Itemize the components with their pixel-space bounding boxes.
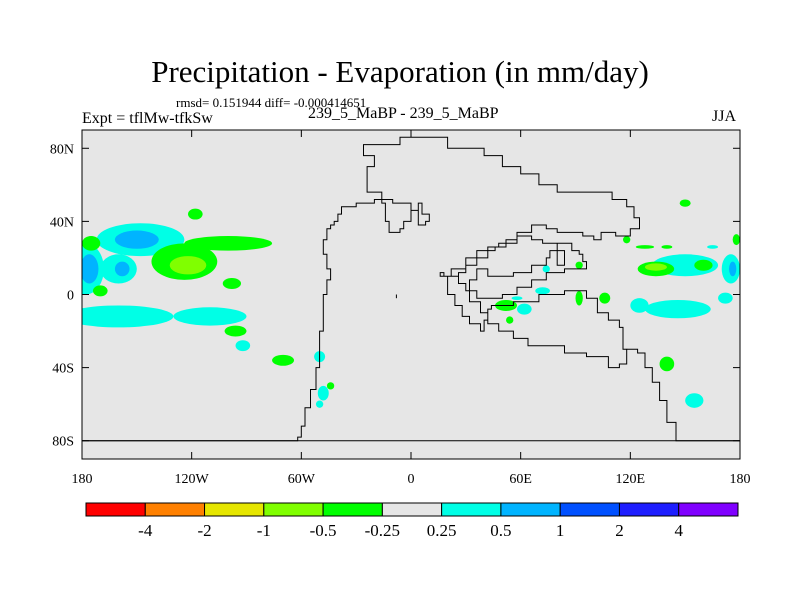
x-tick-label-0: 180	[72, 472, 93, 487]
anomaly-patch-18	[235, 340, 251, 352]
colorbar-swatch-8	[559, 502, 620, 517]
axis-layer: 180 120W 60W 0 60E 120E 180 80S 40S 0 40N 80N	[50, 130, 751, 487]
anomaly-patch-37	[599, 292, 611, 304]
anomaly-patch-27	[575, 290, 583, 306]
plot-background	[82, 130, 740, 459]
anomaly-patch-48	[732, 234, 740, 246]
colorbar-swatch-4	[322, 502, 383, 517]
colorbar-label-9: 4	[674, 521, 683, 540]
anomaly-patch-3	[82, 254, 99, 284]
experiment-label: Expt = tflMw-tfkSw	[82, 110, 213, 127]
season-label: JJA	[712, 108, 737, 125]
y-tick-label-2: 0	[67, 289, 74, 304]
anomaly-patch-8	[184, 236, 273, 251]
anomaly-patch-22	[326, 382, 335, 390]
colorbar-label-1: -2	[197, 521, 211, 540]
anomaly-patch-35	[644, 299, 711, 319]
anomaly-patch-26	[506, 316, 514, 324]
anomaly-patch-14	[173, 307, 247, 326]
anomaly-patch-33	[729, 261, 737, 277]
colorbar: -4 -2 -1 -0.5 -0.25 0.25 0.5 1 2 4	[85, 502, 739, 540]
x-tick-label-3: 0	[408, 472, 415, 487]
anomaly-patch-9	[82, 236, 101, 251]
colorbar-swatch-9	[618, 502, 680, 517]
anomaly-layer	[82, 199, 740, 408]
coastline-0	[82, 136, 640, 442]
coastline-layer	[82, 136, 740, 442]
anomaly-patch-45	[661, 245, 673, 249]
x-tick-label-1: 120W	[175, 472, 210, 487]
anomaly-patch-20	[317, 385, 329, 401]
colorbar-label-6: 0.5	[490, 521, 511, 540]
anomaly-patch-31	[644, 263, 667, 271]
anomaly-patch-36	[630, 298, 649, 313]
chart-title: Precipitation - Evaporation (in mm/day)	[151, 54, 649, 89]
anomaly-patch-34	[694, 259, 713, 271]
anomaly-patch-11	[188, 208, 203, 220]
anomaly-patch-38	[718, 292, 733, 304]
anomaly-patch-21	[315, 400, 324, 408]
colorbar-label-5: 0.25	[427, 521, 457, 540]
anomaly-patch-41	[679, 199, 691, 207]
anomaly-patch-39	[659, 356, 675, 372]
anomaly-patch-25	[517, 303, 532, 315]
colorbar-swatch-2	[204, 502, 265, 517]
x-tick-label-6: 180	[730, 472, 751, 487]
anomaly-patch-5	[114, 261, 130, 277]
anomaly-patch-10	[92, 285, 108, 297]
x-tick-label-4: 60E	[509, 472, 532, 487]
coastline-2	[626, 348, 740, 442]
x-tick-label-2: 60W	[288, 472, 316, 487]
anomaly-patch-47	[511, 296, 523, 300]
colorbar-swatch-5	[381, 502, 443, 517]
y-tick-label-3: 40N	[50, 215, 74, 230]
colorbar-swatch-7	[500, 502, 561, 517]
y-tick-label-1: 40S	[52, 362, 74, 377]
colorbar-label-4: -0.25	[365, 521, 400, 540]
chart-subtitle: 239_5_MaBP - 239_5_MaBP	[308, 105, 499, 122]
stats-text: rmsd= 0.151944 diff= -0.000414651	[176, 95, 367, 110]
y-tick-label-0: 80S	[52, 435, 74, 450]
anomaly-patch-44	[635, 245, 655, 249]
colorbar-swatch-6	[441, 502, 502, 517]
anomaly-patch-17	[272, 354, 295, 366]
anomaly-patch-46	[707, 245, 719, 249]
anomaly-patch-28	[575, 261, 583, 269]
colorbar-swatch-0	[85, 502, 146, 517]
anomaly-patch-13	[82, 305, 174, 328]
y-tick-label-4: 80N	[50, 142, 74, 157]
colorbar-label-3: -0.5	[310, 521, 337, 540]
anomaly-patch-12	[222, 278, 242, 290]
colorbar-swatch-3	[263, 502, 324, 517]
colorbar-swatch-10	[678, 502, 739, 517]
anomaly-patch-23	[535, 287, 550, 295]
anomaly-patch-40	[685, 393, 704, 408]
colorbar-label-7: 1	[556, 521, 565, 540]
colorbar-label-2: -1	[257, 521, 271, 540]
anomaly-patch-1	[114, 230, 159, 249]
colorbar-label-0: -4	[138, 521, 153, 540]
anomaly-patch-42	[623, 236, 631, 244]
x-tick-label-5: 120E	[616, 472, 646, 487]
anomaly-patch-43	[542, 265, 550, 273]
anomaly-patch-7	[169, 256, 207, 275]
anomaly-patch-16	[224, 325, 247, 337]
anomaly-patch-15	[118, 307, 148, 319]
colorbar-swatch-1	[144, 502, 206, 517]
colorbar-label-8: 2	[615, 521, 624, 540]
